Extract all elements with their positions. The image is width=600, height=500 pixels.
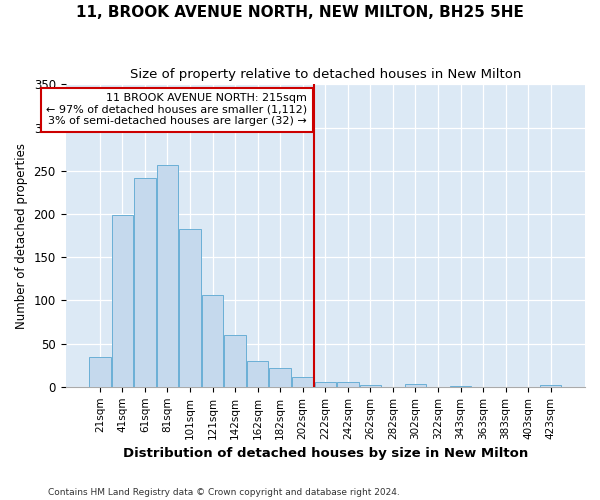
Bar — [292, 378, 313, 387]
Bar — [157, 165, 178, 387]
Bar — [179, 228, 201, 387]
Bar — [314, 382, 336, 387]
Text: 11, BROOK AVENUE NORTH, NEW MILTON, BH25 5HE: 11, BROOK AVENUE NORTH, NEW MILTON, BH25… — [76, 5, 524, 20]
Bar — [450, 386, 471, 387]
Bar — [134, 178, 155, 387]
Y-axis label: Number of detached properties: Number of detached properties — [15, 142, 28, 328]
Bar — [202, 295, 223, 387]
Text: 11 BROOK AVENUE NORTH: 215sqm
← 97% of detached houses are smaller (1,112)
3% of: 11 BROOK AVENUE NORTH: 215sqm ← 97% of d… — [46, 93, 307, 126]
Bar — [540, 385, 562, 387]
Text: Contains HM Land Registry data © Crown copyright and database right 2024.: Contains HM Land Registry data © Crown c… — [48, 488, 400, 497]
Bar — [337, 382, 359, 387]
Title: Size of property relative to detached houses in New Milton: Size of property relative to detached ho… — [130, 68, 521, 80]
Bar — [224, 335, 246, 387]
Bar — [112, 215, 133, 387]
Bar — [359, 385, 381, 387]
Bar — [247, 361, 268, 387]
Bar — [405, 384, 426, 387]
Bar — [89, 356, 110, 387]
Bar — [269, 368, 291, 387]
X-axis label: Distribution of detached houses by size in New Milton: Distribution of detached houses by size … — [122, 447, 528, 460]
